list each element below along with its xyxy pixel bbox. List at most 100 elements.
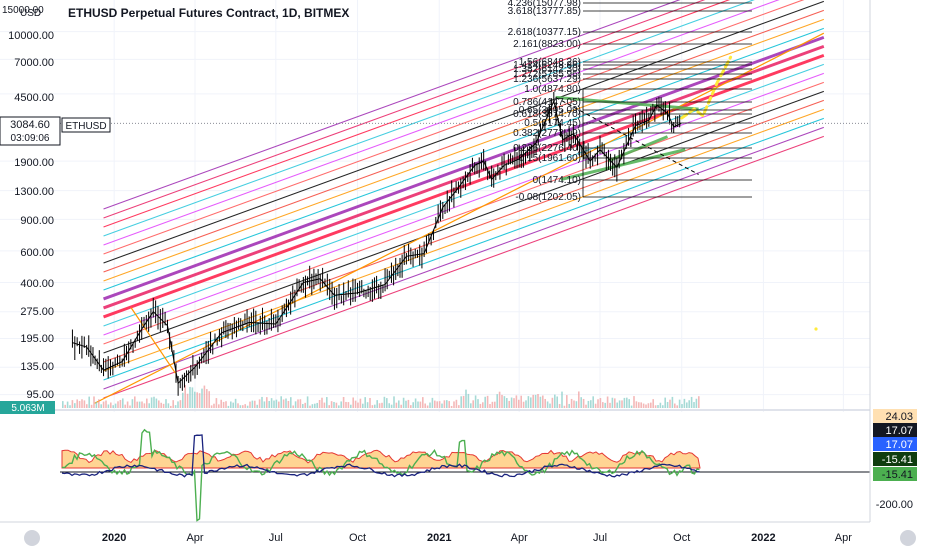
volume-bar xyxy=(191,387,194,408)
volume-bar xyxy=(450,405,453,408)
price-tick-label: 135.00 xyxy=(20,361,54,373)
price-tick-label: 1900.00 xyxy=(14,157,54,169)
price-tick-label: 10000.00 xyxy=(8,30,54,42)
time-tick-label: 2022 xyxy=(751,532,775,544)
channel-line xyxy=(103,0,805,255)
volume-bar xyxy=(86,404,88,408)
volume-bar xyxy=(388,403,390,408)
volume-bar xyxy=(98,399,100,408)
volume-bar xyxy=(359,398,362,408)
symbol-tag-label: ETHUSD xyxy=(65,121,106,132)
volume-bar xyxy=(448,401,450,408)
fib-level-label: 0(1474.10) xyxy=(533,175,581,186)
volume-bar xyxy=(556,396,558,408)
volume-bar xyxy=(621,400,623,408)
volume-bar xyxy=(62,401,64,408)
volume-bar xyxy=(122,398,124,408)
volume-bar xyxy=(278,401,280,408)
volume-bar xyxy=(316,402,318,408)
volume-bar xyxy=(218,404,220,408)
channel-line xyxy=(103,126,825,390)
volume-bar xyxy=(213,403,215,408)
volume-bar xyxy=(496,394,498,408)
settings-icon[interactable] xyxy=(24,530,40,546)
volume-bar xyxy=(194,391,196,408)
volume-bar xyxy=(246,405,249,408)
volume-bar xyxy=(239,405,242,408)
fib-level-label: 1.0(4874.80) xyxy=(524,84,581,95)
channel-line xyxy=(103,18,825,282)
volume-bar xyxy=(462,395,465,408)
volume-bar xyxy=(395,402,398,408)
volume-bar xyxy=(210,405,213,408)
volume-bar xyxy=(186,393,189,408)
volume-bar xyxy=(534,394,537,408)
volume-bar xyxy=(364,397,366,408)
time-tick-label: Oct xyxy=(349,532,366,544)
volume-bar xyxy=(174,405,177,408)
volume-bar xyxy=(369,397,371,408)
volume-bar xyxy=(294,401,297,408)
volume-tag-label: 5.063M xyxy=(11,403,44,414)
price-tick-label: 600.00 xyxy=(20,247,54,259)
volume-bar xyxy=(136,401,138,408)
volume-bar xyxy=(198,393,201,408)
volume-bar xyxy=(398,400,400,408)
volume-bar xyxy=(431,397,434,408)
volume-bar xyxy=(345,401,347,408)
volume-bar xyxy=(263,401,266,408)
fib-level-label: 2.161(8823.00) xyxy=(513,39,581,50)
volume-bar xyxy=(563,405,566,408)
volume-bar xyxy=(611,397,614,408)
volume-bar xyxy=(311,404,314,408)
volume-bar xyxy=(328,405,330,408)
volume-bar xyxy=(664,397,666,408)
volume-bar xyxy=(455,399,458,408)
volume-bar xyxy=(354,400,357,408)
volume-bar xyxy=(578,391,580,408)
fib-level-label: 0.236(2276.40) xyxy=(513,143,581,154)
volume-bar xyxy=(390,404,393,408)
volume-bar xyxy=(520,395,522,408)
volume-bar xyxy=(227,405,230,408)
volume-bar xyxy=(419,401,422,408)
volume-bar xyxy=(585,404,587,408)
volume-bar xyxy=(477,399,479,408)
channel-line xyxy=(103,99,825,363)
volume-bar xyxy=(434,400,436,408)
volume-bar xyxy=(124,404,126,408)
channel-line xyxy=(103,27,825,291)
chart-title: ETHUSD Perpetual Futures Contract, 1D, B… xyxy=(68,6,350,20)
volume-bar xyxy=(110,402,112,408)
volume-bar xyxy=(114,403,117,408)
volume-bar xyxy=(491,401,494,408)
auto-scale-icon[interactable] xyxy=(900,530,916,546)
volume-bar xyxy=(282,399,285,408)
volume-bar xyxy=(326,397,328,408)
volume-bar xyxy=(460,396,462,408)
fib-level-label: 0.15(1961.60) xyxy=(519,153,581,164)
volume-bar xyxy=(249,401,251,408)
volume-bar xyxy=(273,400,275,408)
indicator-value-label: 17.07 xyxy=(885,439,913,451)
volume-bar xyxy=(609,402,611,408)
price-tick-label: 195.00 xyxy=(20,333,54,345)
volume-bar xyxy=(69,405,71,408)
trend-line-support xyxy=(607,135,669,163)
volume-bar xyxy=(539,396,542,408)
volume-bar xyxy=(287,400,290,408)
volume-bar xyxy=(150,397,153,408)
median-line xyxy=(130,307,176,374)
volume-bar xyxy=(424,403,426,408)
volume-bar xyxy=(220,399,222,408)
volume-bar xyxy=(573,400,575,408)
volume-bar xyxy=(592,396,594,408)
volume-bar xyxy=(429,402,431,408)
volume-bar xyxy=(674,403,676,408)
volume-bar xyxy=(441,403,443,408)
price-line xyxy=(72,99,682,385)
channel-line xyxy=(103,117,825,381)
volume-bar xyxy=(131,399,134,408)
volume-bar xyxy=(551,397,554,408)
